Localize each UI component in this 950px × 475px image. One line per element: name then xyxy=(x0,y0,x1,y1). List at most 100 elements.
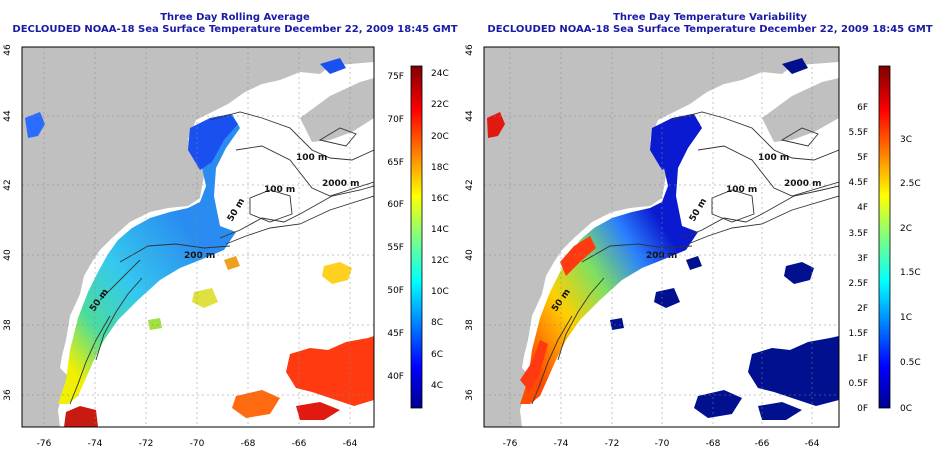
right-fahrenheit-tick: 2.5F xyxy=(849,279,869,289)
right-map-nova-scotia xyxy=(762,78,839,142)
right-celsius-tick: 0C xyxy=(900,404,912,414)
right-fahrenheit-tick: 5F xyxy=(857,153,868,163)
left-lat-tick: 42 xyxy=(3,179,13,190)
left-fahrenheit-tick: 55F xyxy=(387,243,404,253)
left-map-gulf-of-maine-patch xyxy=(25,112,45,138)
right-map: 100 m 100 m 2000 m 200 m 50 m 50 m xyxy=(483,46,840,428)
left-map: 100 m 100 m 2000 m 200 m 50 m 50 m xyxy=(21,46,375,428)
left-fahrenheit-tick: 70F xyxy=(387,115,404,125)
left-map-offshore-patches xyxy=(148,58,374,420)
right-fahrenheit-tick: 1F xyxy=(857,354,868,364)
left-fahrenheit-tick: 45F xyxy=(387,329,404,339)
left-map-title: Three Day Rolling Average xyxy=(160,12,310,23)
right-contour-label-1: 100 m xyxy=(758,153,789,163)
left-map-nova-scotia xyxy=(300,78,374,142)
left-lat-tick: 44 xyxy=(3,110,13,122)
left-lat-tick: 46 xyxy=(3,44,13,56)
left-map-frame xyxy=(21,46,375,428)
left-celsius-tick: 10C xyxy=(431,287,449,297)
left-lon-tick: -66 xyxy=(292,439,307,449)
left-fahrenheit-tick: 40F xyxy=(387,372,404,382)
left-celsius-tick: 22C xyxy=(431,100,449,110)
right-lon-tick: -70 xyxy=(655,439,670,449)
right-map-offshore-patches xyxy=(610,58,839,420)
right-fahrenheit-tick: 4F xyxy=(857,203,868,213)
right-lat-tick: 46 xyxy=(465,44,475,56)
right-celsius-tick: 1C xyxy=(900,313,912,323)
right-celsius-tick: 2.5C xyxy=(900,179,921,189)
left-map-sst-field xyxy=(58,114,240,404)
left-contour-label-3: 2000 m xyxy=(322,179,360,189)
left-celsius-tick: 14C xyxy=(431,225,449,235)
left-lat-tick: 40 xyxy=(3,249,13,261)
left-map-grid xyxy=(22,47,374,427)
right-lon-tick: -64 xyxy=(805,439,820,449)
right-lat-tick: 42 xyxy=(465,179,475,190)
right-map-title: Three Day Temperature Variability xyxy=(613,12,807,23)
left-lon-tick: -70 xyxy=(190,439,205,449)
left-colorbar-gradient xyxy=(410,65,423,409)
right-lon-tick: -76 xyxy=(503,439,518,449)
left-fahrenheit-tick: 60F xyxy=(387,200,404,210)
left-map-bay-of-fundy-patch xyxy=(188,114,238,170)
right-map-bathymetry-contours xyxy=(531,111,839,405)
left-celsius-tick: 8C xyxy=(431,318,443,328)
right-fahrenheit-tick: 6F xyxy=(857,103,868,113)
right-fahrenheit-tick: 3F xyxy=(857,254,868,264)
right-celsius-tick: 3C xyxy=(900,135,912,145)
right-map-coastal-red-band xyxy=(520,340,548,392)
right-colorbar-gradient xyxy=(878,65,891,409)
left-lon-tick: -72 xyxy=(139,439,154,449)
right-fahrenheit-tick: 2F xyxy=(857,304,868,314)
left-celsius-tick: 6C xyxy=(431,350,443,360)
right-fahrenheit-tick: 4.5F xyxy=(849,178,869,188)
right-map-gulf-of-maine-patch xyxy=(650,114,700,170)
left-celsius-tick: 12C xyxy=(431,256,449,266)
left-lon-tick: -68 xyxy=(241,439,256,449)
left-map-subtitle: DECLOUDED NOAA-18 Sea Surface Temperatur… xyxy=(12,24,458,35)
left-celsius-tick: 18C xyxy=(431,163,449,173)
right-map-high-variability-patch xyxy=(487,112,505,138)
left-contour-label-4: 200 m xyxy=(184,251,215,261)
right-map-lon-axis: -76 -74 -72 -70 -68 -66 -64 xyxy=(503,439,820,449)
right-contour-label-4: 200 m xyxy=(646,251,677,261)
left-fahrenheit-tick: 65F xyxy=(387,158,404,168)
right-map-land xyxy=(484,47,839,427)
right-lon-tick: -66 xyxy=(755,439,770,449)
right-fahrenheit-tick: 1.5F xyxy=(849,329,869,339)
right-lon-tick: -68 xyxy=(706,439,721,449)
right-map-lat-axis: 36 38 40 42 44 46 xyxy=(465,44,475,401)
left-colorbar: 75F 70F 65F 60F 55F 50F 45F 40F 24C 22C … xyxy=(387,65,449,409)
right-fahrenheit-tick: 3.5F xyxy=(849,229,869,239)
left-celsius-tick: 16C xyxy=(431,194,449,204)
left-contour-label-1: 100 m xyxy=(296,153,327,163)
left-map-lat-axis: 36 38 40 42 44 46 xyxy=(3,44,13,401)
left-map-lon-axis: -76 -74 -72 -70 -68 -66 -64 xyxy=(37,439,358,449)
left-celsius-tick: 20C xyxy=(431,132,449,142)
left-fahrenheit-tick: 50F xyxy=(387,286,404,296)
right-fahrenheit-tick: 0F xyxy=(857,404,868,414)
left-map-land xyxy=(22,47,374,427)
right-map-variability-field xyxy=(520,114,702,404)
right-lat-tick: 40 xyxy=(465,249,475,261)
right-lon-tick: -72 xyxy=(605,439,620,449)
right-celsius-tick: 2C xyxy=(900,224,912,234)
right-lon-tick: -74 xyxy=(554,439,569,449)
left-lon-tick: -64 xyxy=(343,439,358,449)
right-map-frame xyxy=(483,46,840,428)
right-map-grid xyxy=(484,47,839,427)
left-lon-tick: -74 xyxy=(88,439,103,449)
right-fahrenheit-tick: 0.5F xyxy=(849,379,869,389)
right-fahrenheit-tick: 5.5F xyxy=(849,128,869,138)
right-lat-tick: 44 xyxy=(465,110,475,122)
left-celsius-tick: 4C xyxy=(431,381,443,391)
left-lon-tick: -76 xyxy=(37,439,52,449)
right-colorbar: 6F 5.5F 5F 4.5F 4F 3.5F 3F 2.5F 2F 1.5F … xyxy=(849,65,921,414)
right-contour-label-2: 100 m xyxy=(726,185,757,195)
right-contour-label-3: 2000 m xyxy=(784,179,822,189)
right-celsius-tick: 1.5C xyxy=(900,268,921,278)
right-celsius-tick: 0.5C xyxy=(900,358,921,368)
right-map-subtitle: DECLOUDED NOAA-18 Sea Surface Temperatur… xyxy=(487,24,933,35)
right-map-coastal-red-band xyxy=(560,236,596,276)
